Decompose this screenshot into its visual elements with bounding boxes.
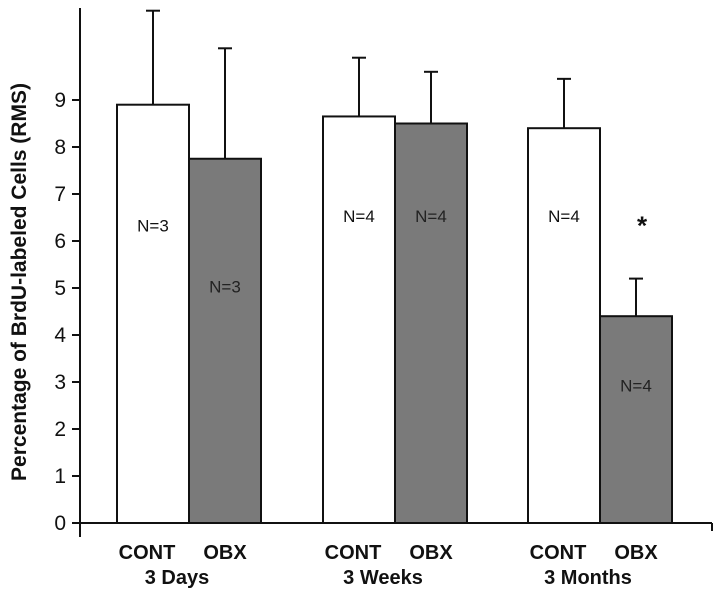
bar-category-label: CONT xyxy=(325,542,382,564)
n-label: N=4 xyxy=(343,207,375,226)
y-tick-label: 8 xyxy=(54,136,66,159)
y-tick-label: 0 xyxy=(54,512,66,535)
bar-obx xyxy=(394,122,468,524)
bar-cont xyxy=(527,127,601,524)
bar-category-label: CONT xyxy=(119,542,176,564)
group-label: 3 Months xyxy=(544,567,632,589)
bar-cont xyxy=(322,115,396,524)
bar-obx xyxy=(599,315,673,525)
category-labels-group: CONT OBX 3 Days CONT OBX 3 Weeks CONT OBX 3 Mont… xyxy=(119,542,659,589)
n-label: N=4 xyxy=(415,207,447,226)
bar-category-label: OBX xyxy=(614,542,658,564)
n-label: N=3 xyxy=(137,217,169,236)
n-label: N=4 xyxy=(620,376,652,395)
y-tick-label: 2 xyxy=(54,418,66,441)
bar-obx xyxy=(188,157,262,524)
bar-category-label: CONT xyxy=(530,542,587,564)
y-tick-label: 3 xyxy=(54,371,66,394)
y-tick-label: 5 xyxy=(54,277,66,300)
y-tick-label: 6 xyxy=(54,230,66,253)
y-tick-label: 9 xyxy=(54,89,66,112)
bar-cont xyxy=(116,103,190,524)
y-axis-label-group: Percentage of BrdU-labeled Cells (RMS) xyxy=(8,83,31,481)
bar-category-label: OBX xyxy=(409,542,453,564)
y-tick-label: 7 xyxy=(54,183,66,206)
y-tick-label: 4 xyxy=(54,324,66,347)
y-axis-label: Percentage of BrdU-labeled Cells (RMS) xyxy=(8,83,31,481)
bar-category-label: OBX xyxy=(203,542,247,564)
n-label: N=3 xyxy=(209,278,241,297)
n-label: N=4 xyxy=(548,207,580,226)
group-label: 3 Days xyxy=(145,567,210,589)
y-tick-label: 1 xyxy=(54,465,66,488)
bars-group: N=3 N=3 N=4 N=4 N=4 N=4 * xyxy=(116,9,673,525)
significance-marker: * xyxy=(637,211,648,241)
group-label: 3 Weeks xyxy=(343,567,423,589)
